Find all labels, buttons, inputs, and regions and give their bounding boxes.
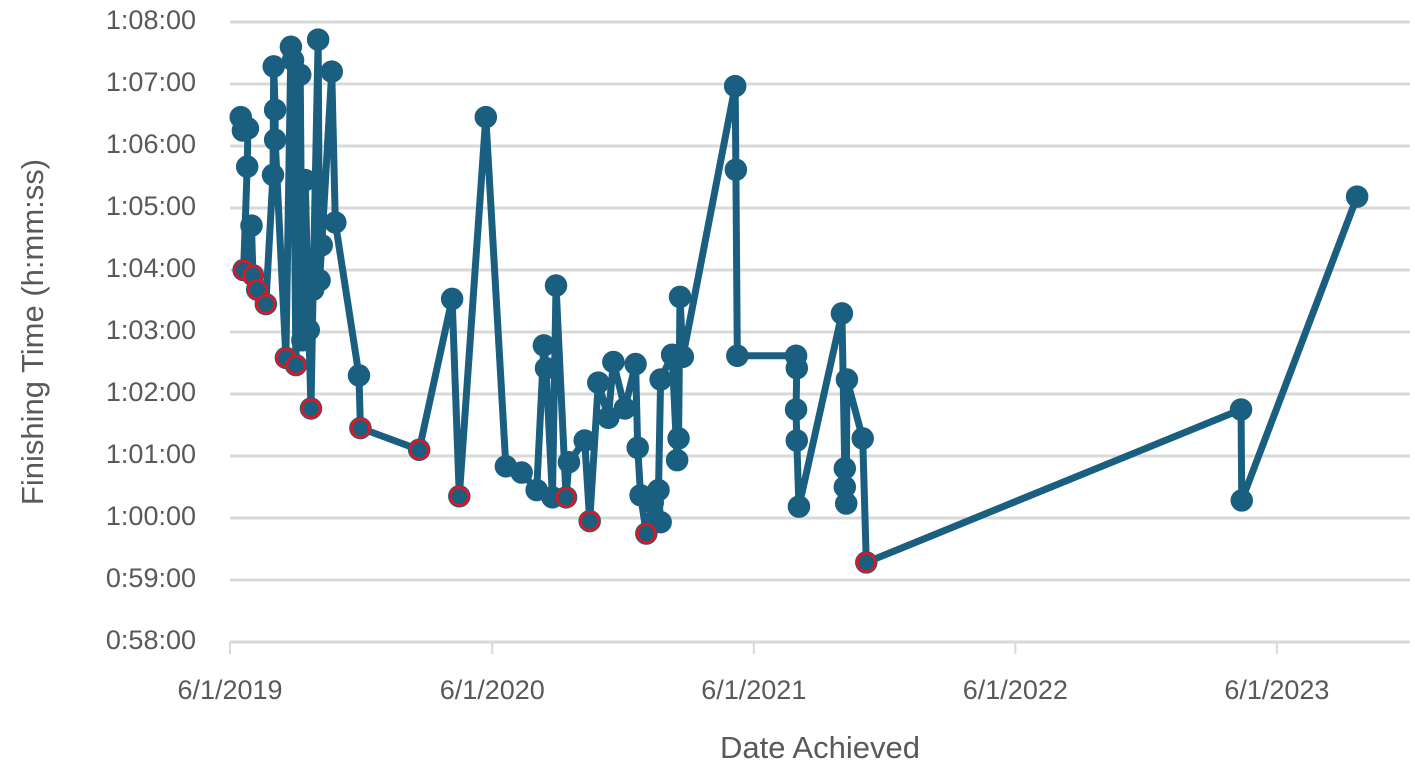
marker [408, 439, 430, 461]
x-tick-label: 6/1/2022 [963, 675, 1068, 705]
x-tick-label: 6/1/2019 [177, 675, 282, 705]
marker [851, 427, 874, 450]
marker [665, 448, 689, 472]
marker [647, 478, 670, 502]
x-tick-label: 6/1/2020 [440, 675, 545, 705]
marker [285, 354, 307, 376]
marker [787, 495, 811, 518]
marker [587, 371, 610, 394]
marker [724, 158, 748, 182]
marker [300, 398, 322, 419]
marker [667, 427, 690, 450]
y-tick-label: 1:06:00 [106, 129, 196, 159]
marker [668, 285, 692, 309]
marker [636, 523, 657, 544]
x-tick-label: 6/1/2021 [701, 675, 806, 705]
y-tick-label: 1:00:00 [106, 501, 196, 531]
marker [544, 274, 568, 297]
marker [263, 98, 287, 122]
marker [723, 74, 747, 98]
marker [555, 487, 577, 508]
marker [785, 429, 809, 452]
y-tick-label: 1:05:00 [106, 191, 196, 221]
marker [834, 492, 858, 515]
marker [347, 364, 371, 387]
marker [602, 350, 625, 374]
marker [308, 269, 331, 292]
marker [830, 302, 854, 325]
marker [557, 450, 581, 474]
marker [320, 60, 343, 83]
marker [293, 168, 317, 192]
marker [833, 457, 857, 480]
y-tick-label: 1:03:00 [106, 315, 196, 345]
marker [784, 398, 808, 421]
line [237, 36, 1361, 566]
marker [261, 163, 285, 187]
y-tick-label: 1:07:00 [106, 67, 196, 97]
y-tick-label: 0:59:00 [106, 563, 196, 593]
marker [510, 461, 533, 484]
marker [624, 352, 647, 376]
marker [236, 117, 260, 140]
marker [726, 344, 749, 368]
marker [474, 105, 498, 129]
marker [671, 345, 695, 369]
marker [1229, 398, 1253, 421]
marker [613, 397, 637, 420]
x-tick-label: 6/1/2023 [1224, 675, 1329, 705]
marker [626, 436, 649, 459]
marker [856, 552, 877, 573]
marker [835, 368, 859, 391]
y-tick-label: 0:58:00 [106, 625, 196, 655]
marker [263, 128, 287, 152]
marker [240, 214, 263, 237]
marker [288, 63, 312, 86]
marker [532, 334, 556, 357]
marker [573, 429, 596, 452]
marker [597, 406, 620, 430]
marker [235, 155, 259, 178]
marker [649, 510, 672, 534]
y-tick-label: 1:01:00 [106, 439, 196, 469]
marker [649, 368, 672, 391]
marker [440, 287, 464, 311]
x-axis-title: Date Achieved [720, 730, 920, 765]
y-tick-label: 1:08:00 [106, 5, 196, 35]
marker [324, 211, 347, 234]
marker [297, 318, 321, 342]
marker [310, 233, 333, 257]
marker [262, 55, 285, 78]
marker [1230, 489, 1254, 512]
marker [534, 356, 558, 380]
y-axis-title: Finishing Time (h:mm:ss) [15, 159, 50, 505]
marker [255, 293, 277, 315]
marker [579, 510, 600, 532]
marker [449, 486, 470, 507]
marker [350, 417, 371, 439]
y-tick-label: 1:02:00 [106, 377, 196, 407]
y-tick-label: 1:04:00 [106, 253, 196, 283]
marker [306, 28, 330, 51]
marker [1345, 185, 1369, 208]
marker [785, 356, 809, 380]
